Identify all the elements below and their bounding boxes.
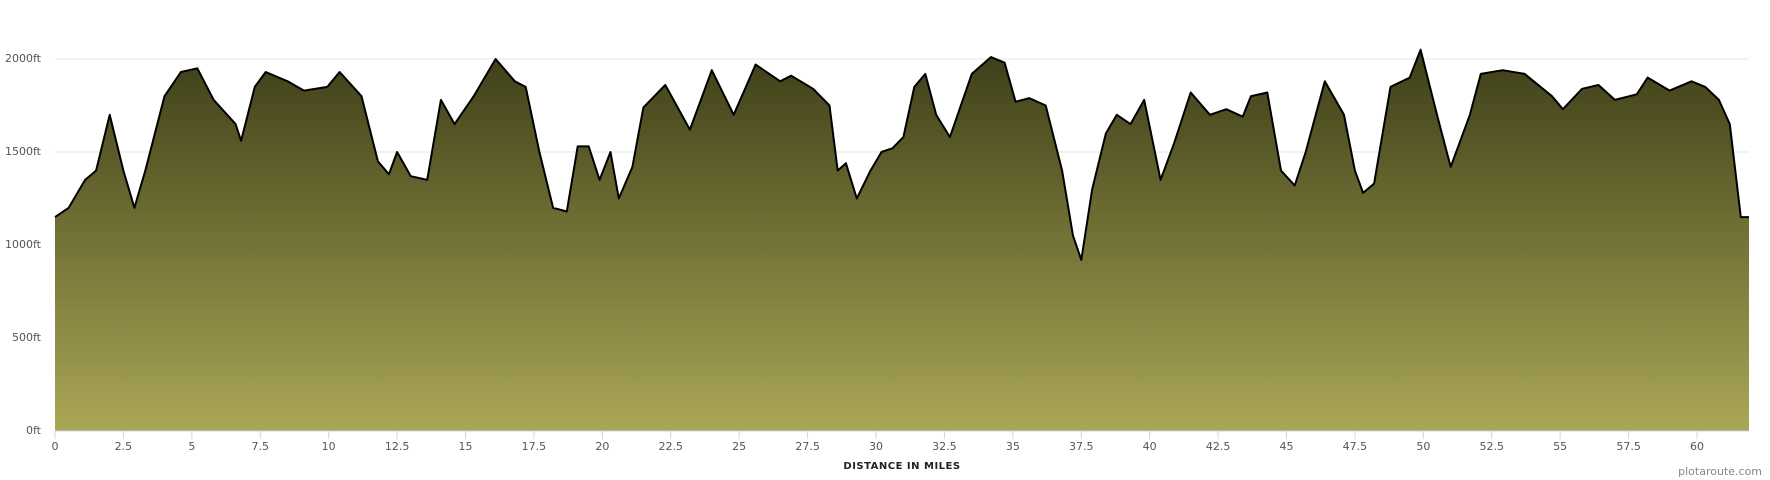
- x-tick-label: 52.5: [1480, 440, 1505, 453]
- x-tick-label: 2.5: [115, 440, 133, 453]
- x-tick-label: 27.5: [795, 440, 820, 453]
- watermark: plotaroute.com: [1678, 465, 1762, 478]
- elevation-line: [54, 48, 1749, 261]
- x-tick-label: 32.5: [932, 440, 957, 453]
- x-tick-label: 45: [1280, 440, 1294, 453]
- x-tick-label: 15: [459, 440, 473, 453]
- x-tick-label: 10: [322, 440, 336, 453]
- elevation-area: [55, 49, 1749, 431]
- x-tick-label: 55: [1553, 440, 1567, 453]
- x-tick-label: 0: [52, 440, 59, 453]
- x-tick-label: 35: [1006, 440, 1020, 453]
- x-tick-label: 7.5: [252, 440, 270, 453]
- x-tick-label: 42.5: [1206, 440, 1231, 453]
- x-tick-label: 57.5: [1616, 440, 1641, 453]
- x-tick-label: 25: [732, 440, 746, 453]
- x-tick-label: 22.5: [659, 440, 684, 453]
- x-tick-label: 17.5: [522, 440, 547, 453]
- x-tick-label: 12.5: [385, 440, 410, 453]
- x-tick-label: 47.5: [1343, 440, 1368, 453]
- x-tick-label: 40: [1143, 440, 1157, 453]
- x-axis-label: DISTANCE IN MILES: [843, 461, 960, 472]
- y-tick-label: 1500ft: [5, 145, 42, 158]
- x-tick-label: 20: [595, 440, 609, 453]
- y-tick-label: 2000ft: [5, 52, 42, 65]
- x-tick-label: 30: [869, 440, 883, 453]
- x-tick-label: 37.5: [1069, 440, 1094, 453]
- x-tick-label: 60: [1690, 440, 1704, 453]
- y-tick-label: 500ft: [12, 331, 42, 344]
- y-tick-label: 1000ft: [5, 238, 42, 251]
- x-tick-label: 50: [1416, 440, 1430, 453]
- x-tick-label: 5: [188, 440, 195, 453]
- y-tick-label: 0ft: [26, 424, 42, 437]
